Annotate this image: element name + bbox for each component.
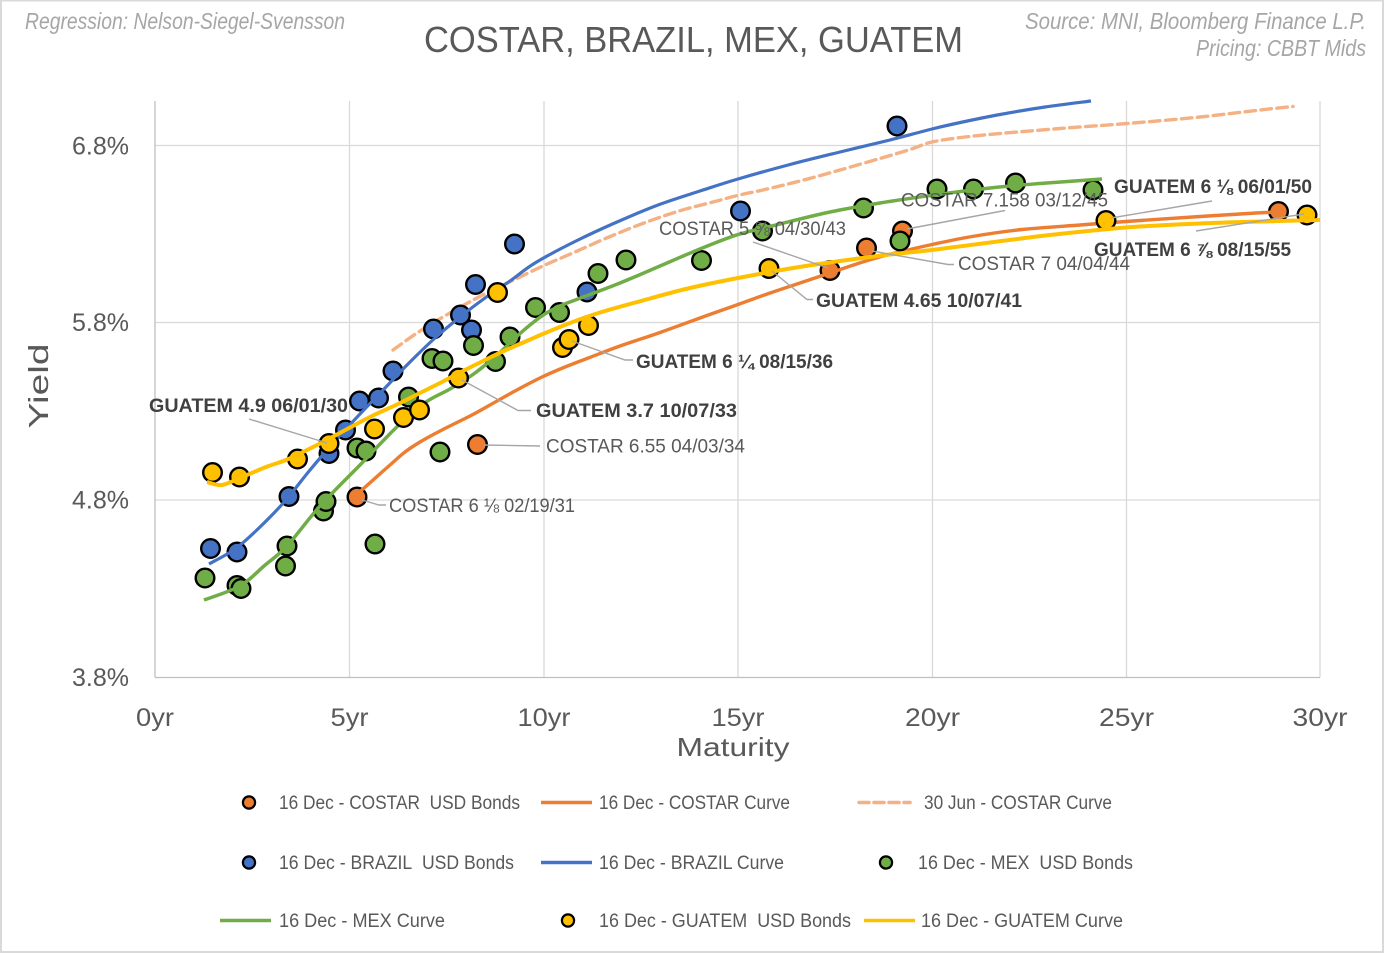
svg-text:GUATEM 6 ¼ 08/15/36: GUATEM 6 ¼ 08/15/36 xyxy=(636,351,833,373)
svg-text:COSTAR 6 ⅛ 02/19/31: COSTAR 6 ⅛ 02/19/31 xyxy=(389,495,575,517)
svg-text:10yr: 10yr xyxy=(518,704,571,732)
svg-text:20yr: 20yr xyxy=(905,704,960,732)
svg-text:COSTAR 7 04/04/44: COSTAR 7 04/04/44 xyxy=(958,253,1130,275)
svg-text:16 Dec - BRAZIL USD Bonds: 16 Dec - BRAZIL USD Bonds xyxy=(279,852,514,874)
svg-text:25yr: 25yr xyxy=(1099,704,1154,732)
svg-text:16 Dec - COSTAR Curve: 16 Dec - COSTAR Curve xyxy=(599,792,790,814)
svg-text:GUATEM 4.9 06/01/30: GUATEM 4.9 06/01/30 xyxy=(149,395,348,417)
svg-text:3.8%: 3.8% xyxy=(72,664,129,692)
svg-text:Maturity: Maturity xyxy=(677,732,790,762)
svg-text:30yr: 30yr xyxy=(1293,704,1348,732)
svg-text:0yr: 0yr xyxy=(136,704,174,732)
svg-text:GUATEM 6 ⅛ 06/01/50: GUATEM 6 ⅛ 06/01/50 xyxy=(1114,176,1312,198)
svg-text:Pricing: CBBT Mids: Pricing: CBBT Mids xyxy=(1196,35,1366,61)
svg-text:16 Dec - MEX USD Bonds: 16 Dec - MEX USD Bonds xyxy=(918,852,1133,874)
svg-text:16 Dec - MEX Curve: 16 Dec - MEX Curve xyxy=(279,910,445,932)
svg-text:GUATEM 4.65 10/07/41: GUATEM 4.65 10/07/41 xyxy=(816,290,1022,312)
svg-text:Regression: Nelson-Siegel-Sven: Regression: Nelson-Siegel-Svensson xyxy=(25,8,345,34)
svg-text:COSTAR, BRAZIL, MEX, GUATEM: COSTAR, BRAZIL, MEX, GUATEM xyxy=(424,19,963,60)
svg-text:COSTAR 6.55 04/03/34: COSTAR 6.55 04/03/34 xyxy=(546,436,745,458)
svg-text:15yr: 15yr xyxy=(712,704,765,732)
svg-text:16 Dec - COSTAR USD Bonds: 16 Dec - COSTAR USD Bonds xyxy=(279,792,520,814)
svg-text:4.8%: 4.8% xyxy=(72,487,129,515)
svg-text:Source: MNI, Bloomberg Finance: Source: MNI, Bloomberg Finance L.P. xyxy=(1025,8,1366,34)
svg-text:COSTAR 7.158 03/12/45: COSTAR 7.158 03/12/45 xyxy=(901,190,1108,212)
svg-text:GUATEM 3.7 10/07/33: GUATEM 3.7 10/07/33 xyxy=(536,400,737,422)
svg-text:16 Dec - GUATEM Curve: 16 Dec - GUATEM Curve xyxy=(921,910,1123,932)
svg-text:16 Dec - BRAZIL Curve: 16 Dec - BRAZIL Curve xyxy=(599,852,784,874)
svg-text:COSTAR 5 ⅝ 04/30/43: COSTAR 5 ⅝ 04/30/43 xyxy=(659,218,846,240)
svg-text:5.8%: 5.8% xyxy=(72,309,129,337)
svg-text:6.8%: 6.8% xyxy=(72,133,129,161)
svg-text:5yr: 5yr xyxy=(331,704,369,732)
svg-text:16 Dec - GUATEM USD Bonds: 16 Dec - GUATEM USD Bonds xyxy=(599,910,851,932)
svg-text:Yield: Yield xyxy=(23,344,54,429)
svg-text:30 Jun - COSTAR Curve: 30 Jun - COSTAR Curve xyxy=(924,792,1112,814)
svg-text:GUATEM 6 ⅞ 08/15/55: GUATEM 6 ⅞ 08/15/55 xyxy=(1094,239,1291,261)
